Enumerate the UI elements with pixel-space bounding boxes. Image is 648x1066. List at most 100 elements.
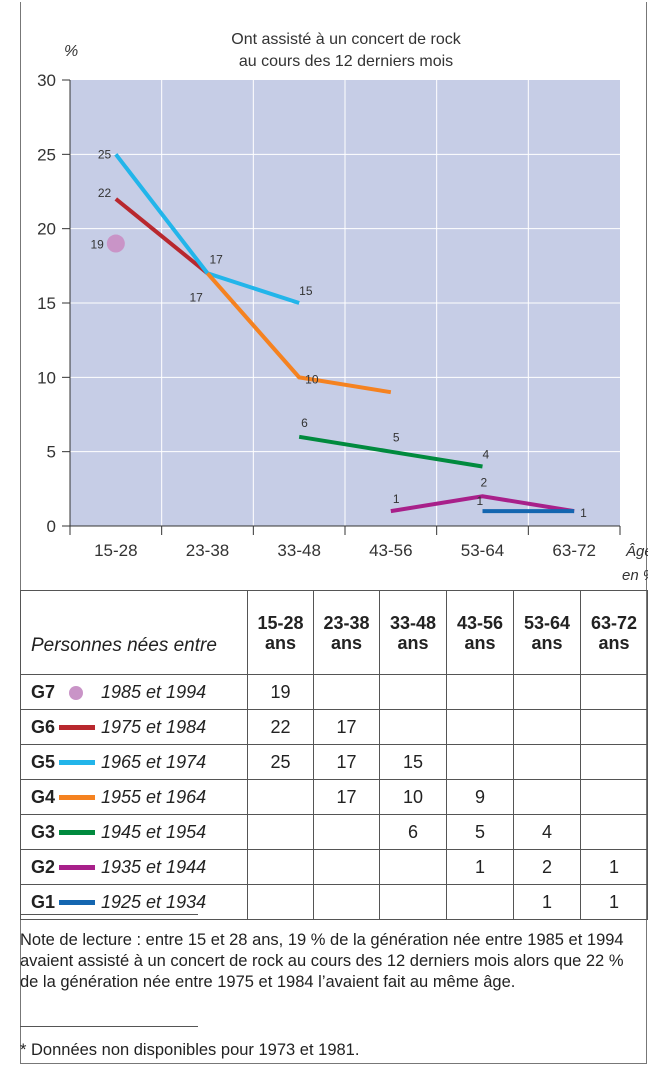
- value-cell: 9: [446, 779, 514, 815]
- legend-line-icon: [59, 865, 95, 871]
- footnote-divider: [20, 1026, 198, 1027]
- value-cell: 15: [379, 744, 447, 780]
- data-label: 10: [305, 372, 319, 386]
- value-cell: [580, 709, 648, 745]
- data-label: 17: [190, 290, 204, 304]
- legend-dot-icon: [69, 685, 83, 700]
- value-cell: 17: [313, 744, 380, 780]
- series-g6-line: [114, 197, 209, 275]
- generation-cell: G7 1985 et 1994: [20, 674, 248, 710]
- footnote: * Données non disponibles pour 1973 et 1…: [20, 1041, 360, 1059]
- x-tick-label: 53-64: [461, 541, 504, 560]
- generation-cell: G2 1935 et 1944: [20, 849, 248, 885]
- value-cell: 25: [247, 744, 314, 780]
- generation-code: G1: [31, 891, 56, 912]
- series-g4-line: [205, 271, 392, 395]
- value-cell: [446, 884, 514, 920]
- generation-cell: G3 1945 et 1954: [20, 814, 248, 850]
- generation-years: 1955 et 1964: [101, 786, 207, 807]
- data-label: 1: [580, 506, 587, 520]
- data-label: 22: [98, 186, 112, 200]
- value-cell: [313, 674, 380, 710]
- note-divider: [20, 914, 198, 915]
- value-cell: [513, 744, 581, 780]
- y-tick-label: 0: [47, 517, 56, 536]
- legend-line-icon: [59, 760, 95, 766]
- generation-years: 1975 et 1984: [101, 716, 207, 737]
- series-g2-line: [390, 494, 575, 514]
- generation-years: 1925 et 1934: [101, 891, 207, 912]
- series: [106, 153, 575, 514]
- col-header-63-72: 63-72 ans: [580, 590, 648, 675]
- x-axis-label-line-2: en %: [622, 567, 648, 584]
- value-cell: [313, 884, 380, 920]
- generation-cell: G6 1975 et 1984: [20, 709, 248, 745]
- x-tick-label: 63-72: [552, 541, 595, 560]
- y-tick-label: 20: [37, 220, 56, 239]
- value-cell: [379, 884, 447, 920]
- value-cell: [580, 779, 648, 815]
- data-labels: 19 22 25 17 15 17 10 6 5 4 1 2 1 1: [90, 147, 587, 520]
- generation-cell: G4 1955 et 1964: [20, 779, 248, 815]
- value-cell: [580, 814, 648, 850]
- legend-line-icon: [59, 900, 95, 906]
- generation-code: G3: [31, 821, 56, 842]
- value-cell: 1: [580, 849, 648, 885]
- data-label: 2: [481, 475, 488, 489]
- col-header-43-56: 43-56 ans: [446, 590, 514, 675]
- data-label: 5: [393, 431, 400, 445]
- table-row: G2 1935 et 1944 1 2 1: [20, 849, 648, 885]
- generation-years: 1935 et 1944: [101, 856, 207, 877]
- value-cell: 19: [247, 674, 314, 710]
- value-cell: [313, 849, 380, 885]
- data-label: 4: [483, 448, 490, 462]
- value-cell: [247, 849, 314, 885]
- y-tick-label: 10: [37, 368, 56, 387]
- chart-title-line-1: Ont assisté à un concert de rock: [231, 31, 461, 48]
- x-tick-label: 23-38: [186, 541, 229, 560]
- x-tick-label: 33-48: [277, 541, 320, 560]
- value-cell: 6: [379, 814, 447, 850]
- figure-frame: [20, 2, 647, 1064]
- col-header-15-28: 15-28 ans: [247, 590, 314, 675]
- value-cell: 1: [513, 884, 581, 920]
- data-label: 15: [299, 284, 313, 298]
- value-cell: 5: [446, 814, 514, 850]
- x-tick-label: 15-28: [94, 541, 137, 560]
- value-cell: [446, 674, 514, 710]
- value-cell: [247, 779, 314, 815]
- x-axis-label-line-1: Âge: [625, 543, 648, 560]
- legend-line-icon: [59, 830, 95, 836]
- generation-code: G6: [31, 716, 56, 737]
- generation-code: G5: [31, 751, 56, 772]
- data-label: 25: [98, 147, 112, 161]
- data-label: 19: [90, 238, 104, 252]
- value-cell: 1: [446, 849, 514, 885]
- y-tick-label: 5: [47, 443, 56, 462]
- table-row: G1 1925 et 1934 1 1: [20, 884, 648, 920]
- col-header-33-48: 33-48 ans: [379, 590, 447, 675]
- data-label: 6: [301, 416, 308, 430]
- generation-cell: G5 1965 et 1974: [20, 744, 248, 780]
- value-cell: 2: [513, 849, 581, 885]
- value-cell: 17: [313, 779, 380, 815]
- value-cell: 17: [313, 709, 380, 745]
- table-row: G5 1965 et 1974 25 17 15: [20, 744, 648, 780]
- table-row: G4 1955 et 1964 17 10 9: [20, 779, 648, 815]
- value-cell: [580, 674, 648, 710]
- generation-years: 1965 et 1974: [101, 751, 207, 772]
- value-cell: [513, 674, 581, 710]
- series-g3-line: [298, 434, 483, 469]
- data-label: 1: [393, 492, 400, 506]
- x-tick-label: 43-56: [369, 541, 412, 560]
- value-cell: [379, 709, 447, 745]
- table-header-label: Personnes nées entre: [20, 590, 248, 675]
- chart-title-line-2: au cours des 12 derniers mois: [239, 53, 453, 70]
- table-row: G7 1985 et 1994 19: [20, 674, 648, 710]
- generation-code: G2: [31, 856, 56, 877]
- y-tick-label: 25: [37, 145, 56, 164]
- value-cell: 1: [580, 884, 648, 920]
- table-header-row: Personnes nées entre 15-28 ans 23-38 ans 3…: [20, 590, 648, 675]
